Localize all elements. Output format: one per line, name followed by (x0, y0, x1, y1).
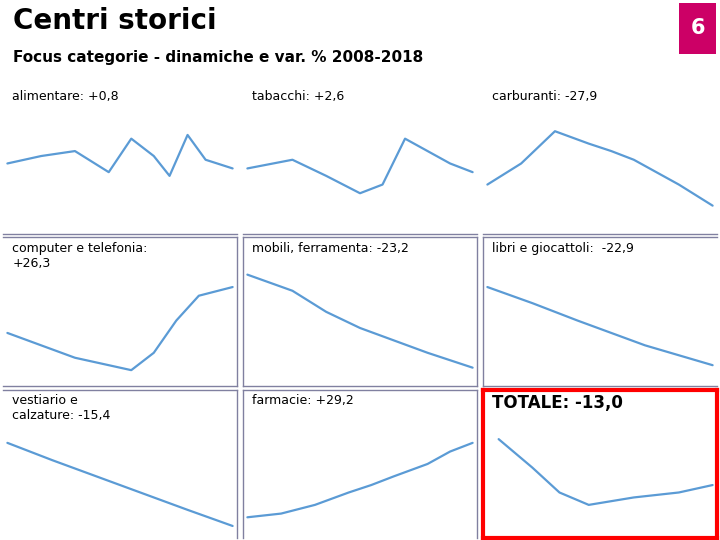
Text: 6: 6 (690, 18, 705, 38)
Text: libri e giocattoli:  -22,9: libri e giocattoli: -22,9 (492, 242, 634, 255)
Text: farmacie: +29,2: farmacie: +29,2 (252, 394, 354, 407)
Text: Centri storici: Centri storici (13, 6, 217, 35)
Text: TOTALE: -13,0: TOTALE: -13,0 (492, 394, 623, 412)
Text: vestiario e
calzature: -15,4: vestiario e calzature: -15,4 (12, 394, 111, 422)
Text: mobili, ferramenta: -23,2: mobili, ferramenta: -23,2 (252, 242, 409, 255)
Text: Focus categorie - dinamiche e var. % 2008-2018: Focus categorie - dinamiche e var. % 200… (13, 50, 423, 65)
Text: carburanti: -27,9: carburanti: -27,9 (492, 90, 598, 103)
Text: alimentare: +0,8: alimentare: +0,8 (12, 90, 119, 103)
Text: tabacchi: +2,6: tabacchi: +2,6 (252, 90, 344, 103)
Text: computer e telefonia:
+26,3: computer e telefonia: +26,3 (12, 242, 148, 270)
FancyBboxPatch shape (679, 3, 716, 53)
